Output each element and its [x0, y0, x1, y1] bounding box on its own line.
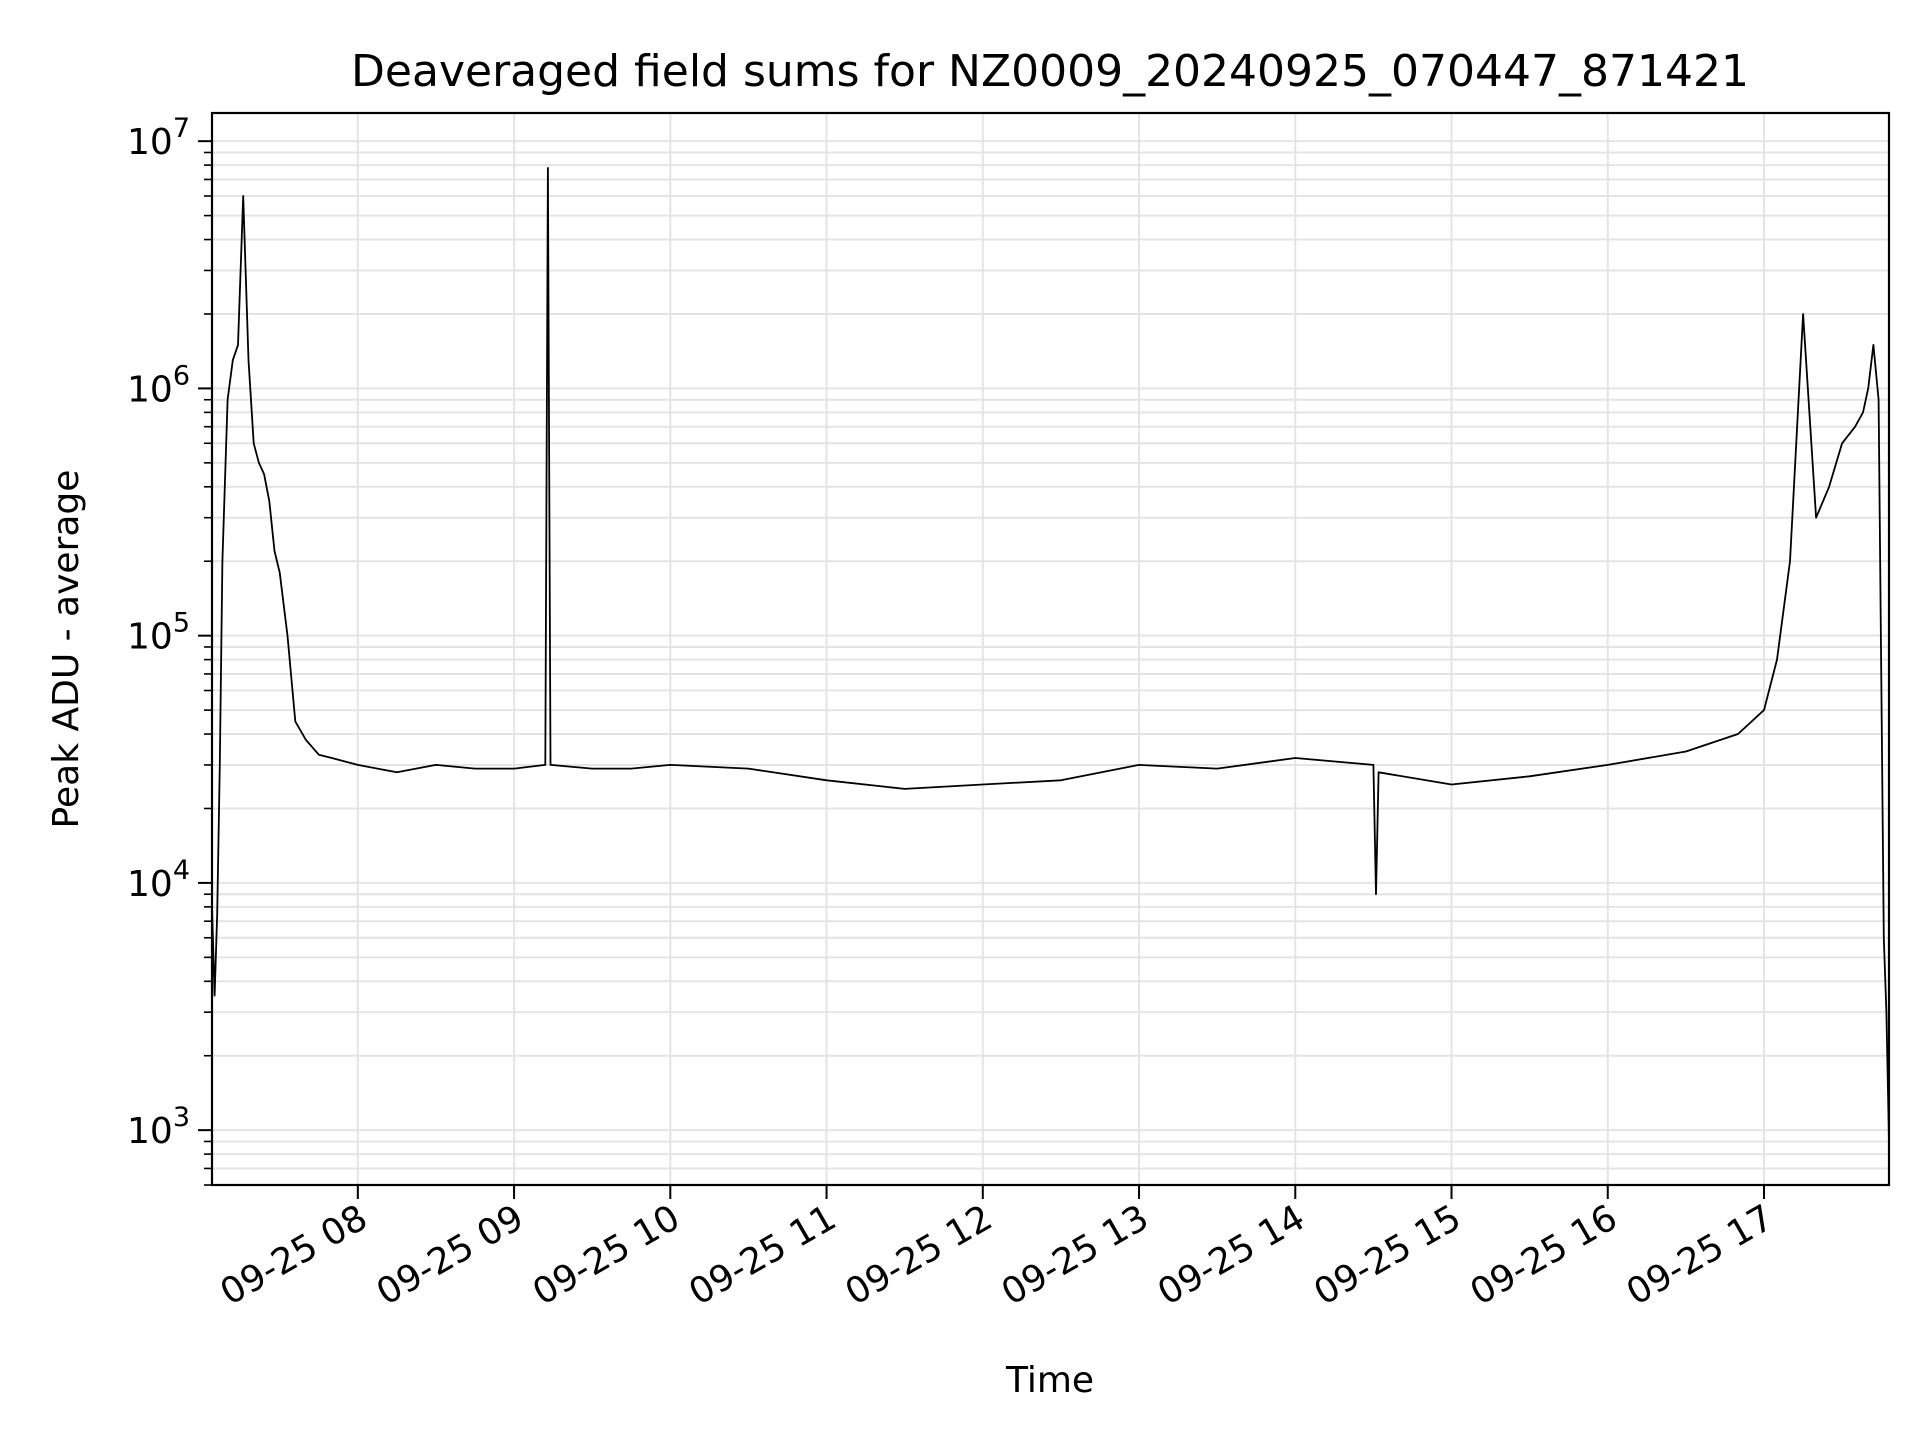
x-tick-label: 09-25 17: [1620, 1197, 1781, 1313]
y-tick-label: 105: [127, 608, 190, 658]
y-axis-label: Peak ADU - average: [46, 470, 87, 829]
x-axis-label: Time: [1005, 1360, 1094, 1401]
series-line-path: [212, 166, 1889, 1142]
x-tick-label: 09-25 13: [995, 1197, 1156, 1313]
grid: [212, 113, 1889, 1186]
y-tick-label: 107: [127, 113, 190, 163]
x-tick-label: 09-25 09: [370, 1197, 531, 1313]
y-axis: 103 104 105 106 107: [127, 113, 212, 1186]
x-tick-label: 09-25 16: [1464, 1197, 1625, 1313]
y-tick-label: 103: [127, 1102, 190, 1152]
series-line: [212, 166, 1889, 1142]
x-tick-label: 09-25 14: [1151, 1197, 1312, 1313]
y-tick-label: 104: [127, 855, 190, 905]
plot-frame: [210, 111, 1891, 1187]
x-tick-label: 09-25 08: [214, 1197, 375, 1313]
x-tick-label: 09-25 10: [526, 1197, 687, 1313]
x-tick-label: 09-25 12: [839, 1197, 1000, 1313]
x-tick-label: 09-25 15: [1307, 1197, 1468, 1313]
y-tick-label: 106: [127, 360, 190, 410]
x-tick-label: 09-25 11: [682, 1197, 843, 1313]
chart-title: Deaveraged field sums for NZ0009_2024092…: [351, 46, 1749, 97]
